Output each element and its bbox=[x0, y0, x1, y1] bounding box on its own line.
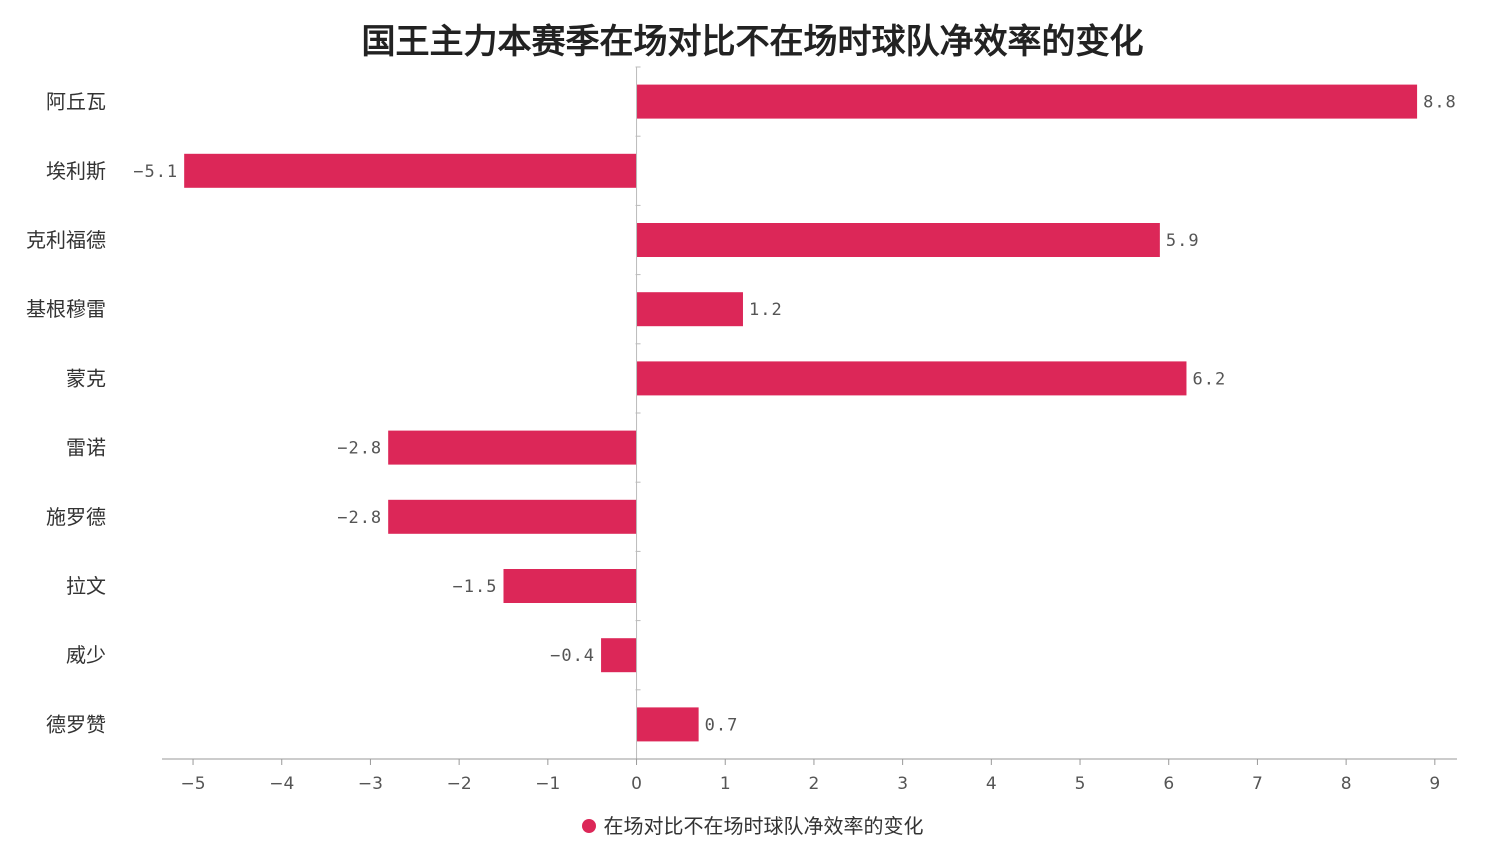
bar[interactable] bbox=[636, 361, 1187, 396]
value-label: −2.8 bbox=[337, 439, 382, 459]
bar[interactable] bbox=[388, 430, 637, 465]
axes-group: 阿丘瓦 8.8 埃利斯 −5.1 克利福德 5.9 基根穆雷 1.2 蒙克 6.2 雷诺 −2.8 施罗… bbox=[26, 66, 1457, 794]
x-tick-label: −1 bbox=[535, 774, 560, 794]
value-label: 6.2 bbox=[1192, 369, 1226, 389]
category-label: 阿丘瓦 bbox=[46, 90, 106, 114]
legend[interactable]: 在场对比不在场时球队净效率的变化 bbox=[0, 810, 1505, 839]
value-label: −2.8 bbox=[337, 508, 382, 528]
value-label: −5.1 bbox=[133, 162, 178, 182]
value-label: −1.5 bbox=[453, 577, 498, 597]
x-tick-label: −4 bbox=[269, 774, 294, 794]
value-label: 1.2 bbox=[749, 300, 783, 320]
value-label: −0.4 bbox=[550, 646, 595, 666]
x-tick-label: −2 bbox=[447, 774, 472, 794]
value-label: 5.9 bbox=[1166, 231, 1200, 251]
value-label: 8.8 bbox=[1423, 93, 1457, 113]
x-tick-label: 3 bbox=[897, 774, 908, 794]
bar[interactable] bbox=[636, 707, 699, 742]
x-tick-label: 6 bbox=[1163, 774, 1174, 794]
chart-title: 国王主力本赛季在场对比不在场时球队净效率的变化 bbox=[361, 22, 1144, 62]
category-label: 施罗德 bbox=[46, 505, 106, 529]
category-label: 基根穆雷 bbox=[26, 297, 106, 321]
legend-label: 在场对比不在场时球队净效率的变化 bbox=[603, 814, 924, 838]
x-tick-label: 2 bbox=[809, 774, 820, 794]
category-label: 克利福德 bbox=[26, 228, 106, 252]
category-label: 威少 bbox=[66, 643, 106, 667]
bar[interactable] bbox=[184, 153, 637, 188]
x-tick-label: −5 bbox=[181, 774, 206, 794]
category-label: 德罗赞 bbox=[46, 712, 106, 736]
bar[interactable] bbox=[636, 84, 1418, 119]
bar[interactable] bbox=[388, 499, 637, 534]
x-tick-label: 5 bbox=[1075, 774, 1086, 794]
bar[interactable] bbox=[636, 292, 743, 327]
bar[interactable] bbox=[601, 638, 637, 673]
bar[interactable] bbox=[503, 569, 637, 603]
bar[interactable] bbox=[636, 223, 1160, 257]
x-tick-label: −3 bbox=[358, 774, 383, 794]
value-label: 0.7 bbox=[705, 715, 739, 735]
legend-marker bbox=[581, 818, 596, 833]
x-tick-label: 9 bbox=[1429, 774, 1440, 794]
x-tick-label: 4 bbox=[986, 774, 997, 794]
category-label: 拉文 bbox=[66, 574, 106, 598]
x-tick-label: 1 bbox=[720, 774, 731, 794]
x-tick-label: 7 bbox=[1252, 774, 1263, 794]
category-label: 雷诺 bbox=[66, 436, 106, 460]
bars-group bbox=[184, 84, 1418, 742]
category-label: 蒙克 bbox=[66, 366, 106, 390]
x-tick-label: 0 bbox=[631, 774, 642, 794]
x-tick-label: 8 bbox=[1341, 774, 1352, 794]
category-label: 埃利斯 bbox=[46, 159, 106, 183]
